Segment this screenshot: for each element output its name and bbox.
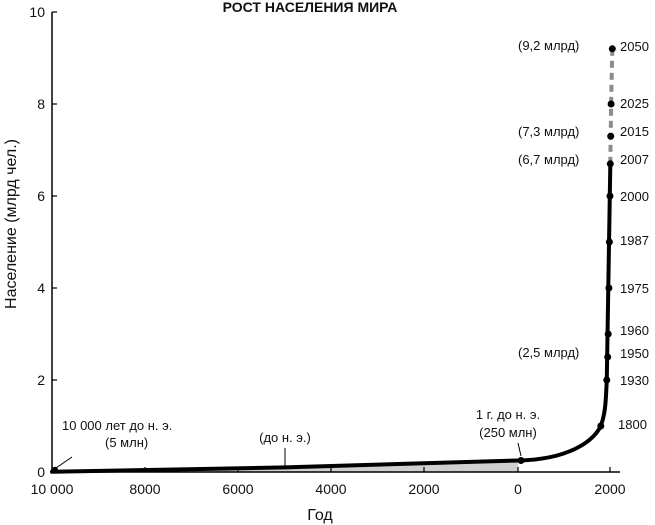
annotation-10000-bce-line2: (5 млн) (105, 435, 148, 450)
year-label: 2007 (620, 152, 649, 167)
year-label: 1960 (620, 323, 649, 338)
x-tick-label: 2000 (408, 481, 439, 497)
data-point-markers (52, 45, 616, 473)
x-tick-label: 8000 (129, 481, 160, 497)
x-tick-label: 6000 (222, 481, 253, 497)
y-tick-label: 6 (37, 188, 45, 204)
bce-shaded-area (52, 460, 518, 472)
data-point (606, 160, 614, 168)
annotation-year1-line2: (250 млн) (479, 425, 537, 440)
year-label: 1950 (620, 346, 649, 361)
year-label: 2050 (620, 39, 649, 54)
chart-title: РОСТ НАСЕЛЕНИЯ МИРА (223, 0, 398, 15)
year-label: 2025 (620, 96, 649, 111)
year-label: 2015 (620, 124, 649, 139)
data-point (607, 100, 615, 108)
annotation-pointer-10000 (55, 456, 73, 469)
data-point (603, 376, 611, 384)
data-point (608, 45, 616, 53)
annotation-9-2-bln: (9,2 млрд) (518, 38, 579, 53)
annotation-2-5-bln: (2,5 млрд) (518, 345, 579, 360)
y-tick-label: 8 (37, 96, 45, 112)
annotation-pointer-year1 (517, 442, 522, 457)
y-tick-label: 2 (37, 372, 45, 388)
year-label: 1975 (620, 281, 649, 296)
year-label: 1800 (618, 417, 647, 432)
x-tick-label: 10 000 (31, 481, 74, 497)
annotation-10000-bce-line1: 10 000 лет до н. э. (62, 418, 172, 433)
annotation-6-7-bln: (6,7 млрд) (518, 152, 579, 167)
y-tick-label: 0 (37, 464, 45, 480)
data-point (605, 238, 613, 246)
y-tick-label: 4 (37, 280, 45, 296)
annotation-year1-line1: 1 г. до н. э. (476, 407, 540, 422)
year-label: 1987 (620, 233, 649, 248)
data-point (517, 457, 525, 464)
annotation-bce-mid: (до н. э.) (259, 430, 311, 445)
data-point (606, 192, 614, 200)
data-point (604, 353, 612, 361)
x-tick-label: 2000 (594, 481, 625, 497)
year-label: 1930 (620, 373, 649, 388)
x-axis-label: Год (307, 507, 333, 524)
x-tick-label: 4000 (315, 481, 346, 497)
x-tick-label: 0 (514, 481, 522, 497)
data-point (607, 132, 615, 140)
data-point (597, 422, 605, 430)
population-line-bce (50, 458, 520, 474)
y-tick-label: 10 (29, 4, 45, 20)
data-point (52, 466, 58, 473)
annotation-7-3-bln: (7,3 млрд) (518, 124, 579, 139)
y-axis-label: Население (млрд чел.) (3, 139, 20, 309)
data-point (605, 284, 613, 292)
year-label: 2000 (620, 189, 649, 204)
projection-line (608, 48, 615, 164)
data-point (604, 330, 612, 338)
